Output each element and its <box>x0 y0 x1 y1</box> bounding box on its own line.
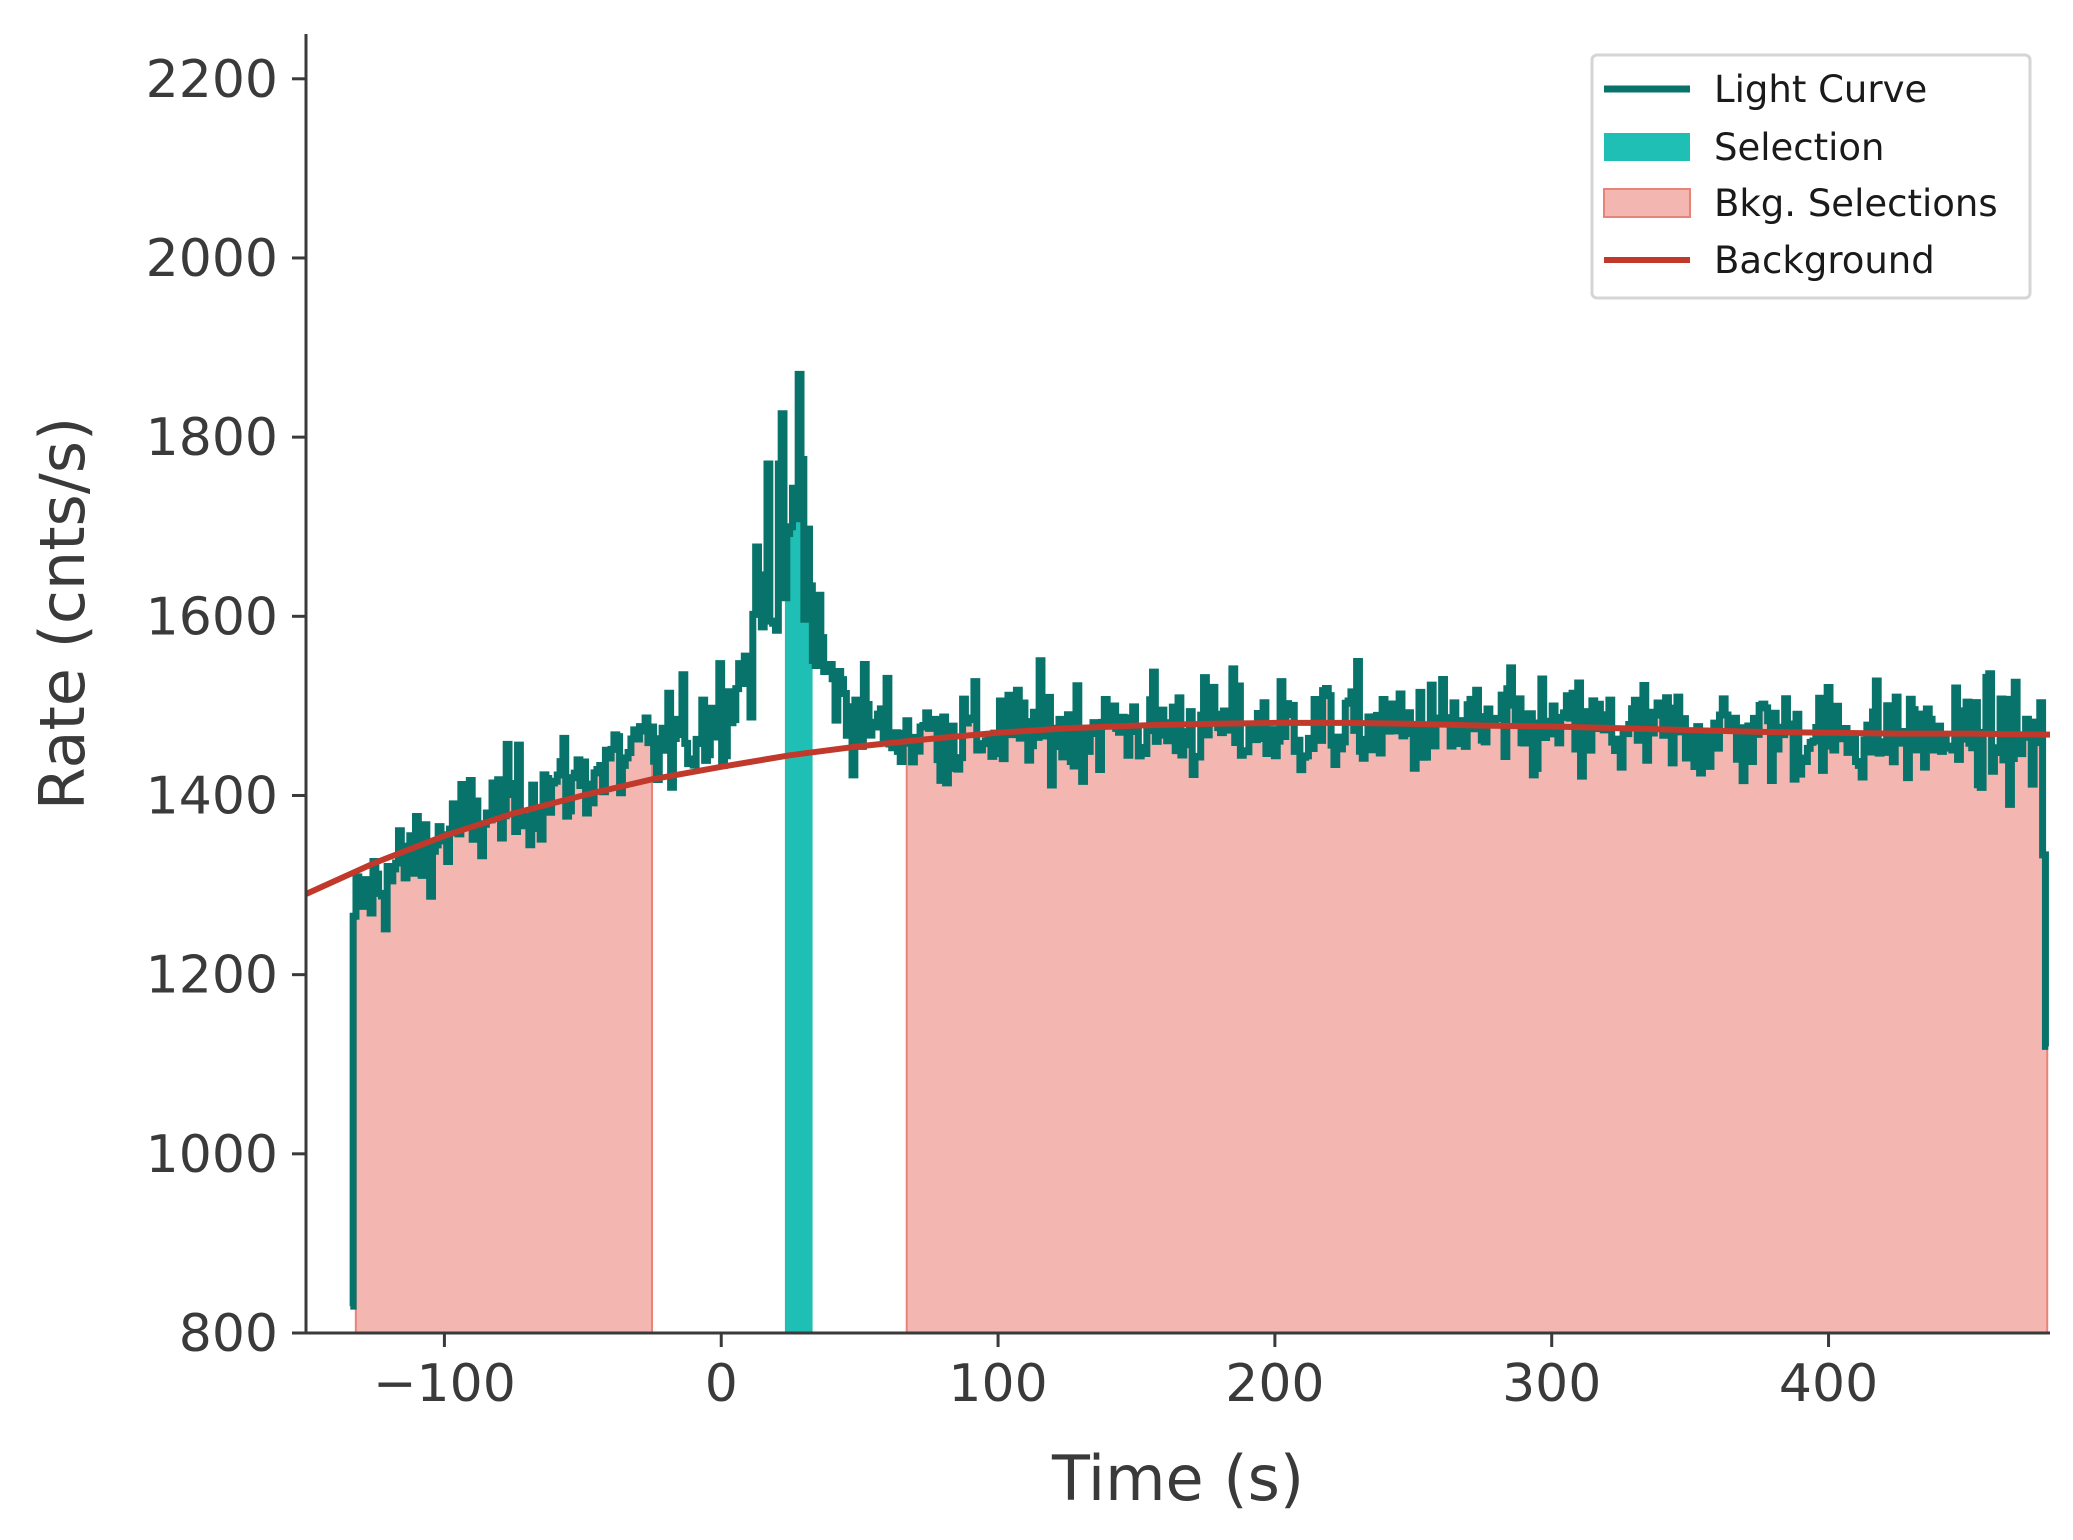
x-axis-title: Time (s) <box>1051 1442 1304 1515</box>
background-series <box>306 719 2050 897</box>
y-tick-label: 800 <box>179 1304 278 1364</box>
legend-swatch-bkg-selections <box>1603 188 1691 218</box>
legend-label: Light Curve <box>1714 68 1927 111</box>
legend-label: Background <box>1714 239 1935 282</box>
y-tick-label: 1200 <box>146 946 278 1006</box>
y-tick-label: 2000 <box>146 229 278 289</box>
y-tick-label: 2200 <box>146 50 278 110</box>
plot-content <box>306 370 2050 1333</box>
x-tick-label: 400 <box>1779 1354 1878 1414</box>
x-tick-label: 300 <box>1502 1354 1601 1414</box>
y-tick-label: 1400 <box>146 766 278 826</box>
legend: Light Curve Selection Bkg. Selections Backg… <box>1590 53 2032 300</box>
legend-label: Selection <box>1714 126 1885 169</box>
legend-swatch-selection <box>1604 133 1690 161</box>
legend-label: Bkg. Selections <box>1714 182 1998 225</box>
y-tick-label: 1600 <box>146 587 278 647</box>
x-tick-label: 0 <box>705 1354 738 1414</box>
y-tick-label: 1000 <box>146 1125 278 1185</box>
legend-box <box>1590 53 2032 300</box>
plot-area <box>306 370 2050 1333</box>
y-tick-label: 1800 <box>146 408 278 468</box>
x-tick-label: 200 <box>1225 1354 1324 1414</box>
x-tick-label: 100 <box>948 1354 1047 1414</box>
axes: −100 0 100 200 300 400 800 1000 1200 1400 1600 1800… <box>26 34 2050 1515</box>
y-axis-title: Rate (cnts/s) <box>26 417 99 810</box>
light-curve-series <box>349 370 2049 1310</box>
selection-region <box>784 374 813 1333</box>
x-tick-label: −100 <box>373 1354 516 1414</box>
